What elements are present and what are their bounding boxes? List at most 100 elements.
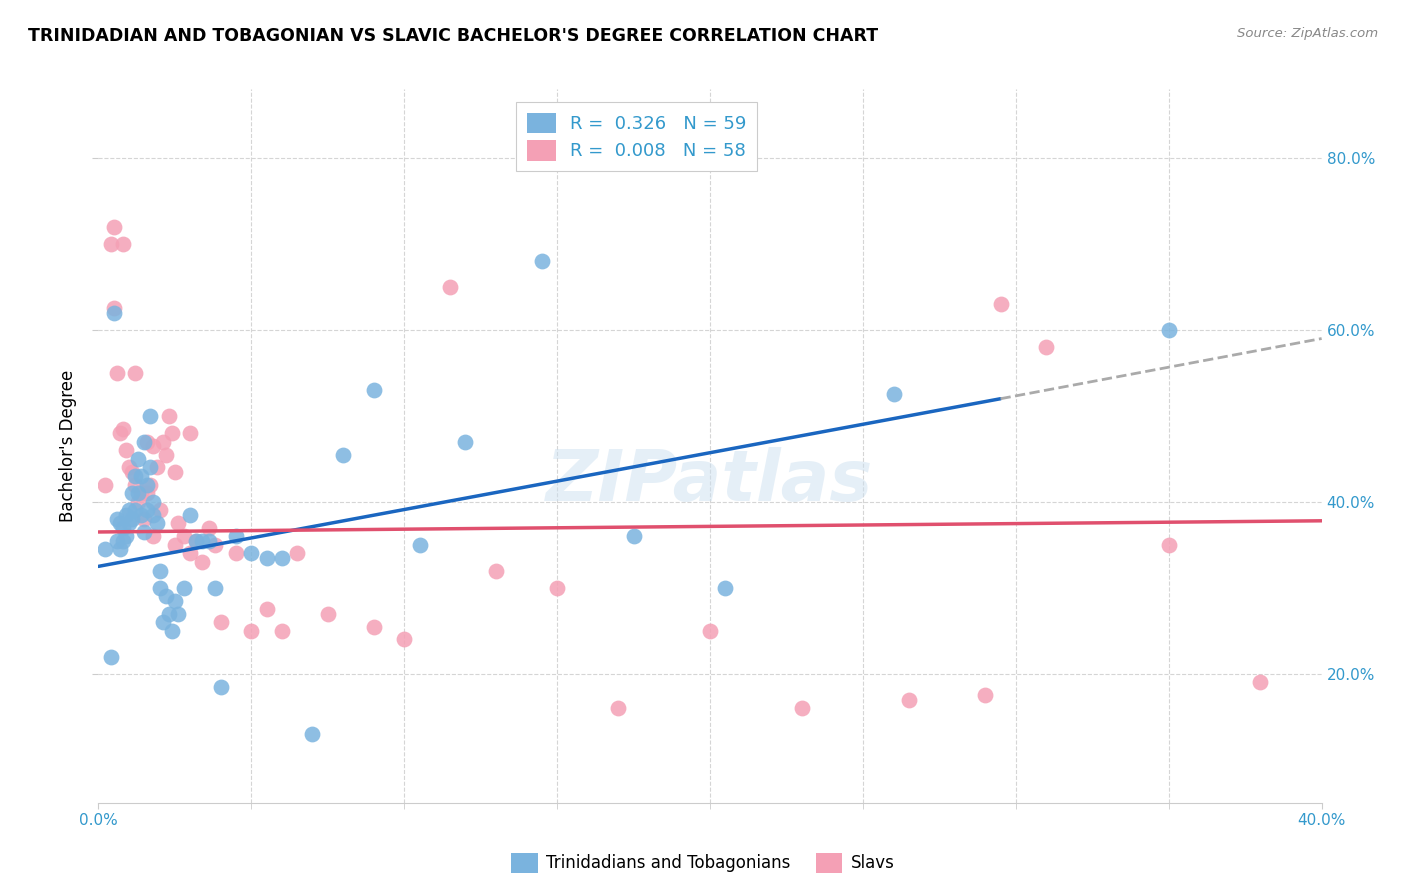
Point bbox=[105, 533, 128, 548]
Point bbox=[285, 546, 308, 560]
Point bbox=[186, 533, 208, 548]
Point bbox=[139, 409, 162, 423]
Point bbox=[136, 503, 159, 517]
Point bbox=[363, 383, 385, 397]
Point bbox=[1249, 675, 1271, 690]
Point bbox=[256, 550, 278, 565]
Point bbox=[454, 434, 477, 449]
Point bbox=[173, 581, 195, 595]
Point bbox=[167, 516, 190, 531]
Point bbox=[93, 477, 115, 491]
Point bbox=[129, 486, 152, 500]
Text: ZIPatlas: ZIPatlas bbox=[547, 447, 873, 516]
Point bbox=[191, 555, 214, 569]
Point bbox=[136, 477, 159, 491]
Point bbox=[163, 538, 186, 552]
Point bbox=[118, 460, 141, 475]
Point bbox=[256, 602, 278, 616]
Legend: R =  0.326   N = 59, R =  0.008   N = 58: R = 0.326 N = 59, R = 0.008 N = 58 bbox=[516, 102, 758, 171]
Legend: Trinidadians and Tobagonians, Slavs: Trinidadians and Tobagonians, Slavs bbox=[505, 847, 901, 880]
Point bbox=[145, 516, 167, 531]
Point bbox=[301, 727, 323, 741]
Point bbox=[103, 301, 125, 316]
Point bbox=[149, 564, 172, 578]
Point bbox=[118, 516, 141, 531]
Point bbox=[392, 632, 416, 647]
Point bbox=[115, 529, 138, 543]
Point bbox=[209, 615, 232, 630]
Point bbox=[163, 593, 186, 607]
Point bbox=[209, 680, 232, 694]
Point bbox=[897, 692, 920, 706]
Point bbox=[124, 366, 146, 380]
Point bbox=[129, 469, 152, 483]
Point bbox=[163, 465, 186, 479]
Point bbox=[111, 236, 134, 251]
Point bbox=[108, 542, 131, 557]
Point bbox=[149, 503, 172, 517]
Point bbox=[103, 306, 125, 320]
Point bbox=[139, 460, 162, 475]
Point bbox=[607, 701, 630, 715]
Point bbox=[225, 529, 247, 543]
Point bbox=[111, 422, 134, 436]
Point bbox=[124, 503, 146, 517]
Point bbox=[108, 426, 131, 441]
Point bbox=[270, 624, 292, 638]
Point bbox=[136, 486, 159, 500]
Point bbox=[179, 508, 201, 522]
Point bbox=[155, 590, 177, 604]
Point bbox=[197, 521, 219, 535]
Point bbox=[121, 465, 143, 479]
Point bbox=[152, 434, 174, 449]
Point bbox=[127, 486, 149, 500]
Point bbox=[136, 434, 159, 449]
Point bbox=[1157, 538, 1180, 552]
Point bbox=[167, 607, 190, 621]
Point bbox=[990, 297, 1012, 311]
Point bbox=[115, 443, 138, 458]
Point bbox=[142, 529, 165, 543]
Text: TRINIDADIAN AND TOBAGONIAN VS SLAVIC BACHELOR'S DEGREE CORRELATION CHART: TRINIDADIAN AND TOBAGONIAN VS SLAVIC BAC… bbox=[28, 27, 879, 45]
Point bbox=[115, 508, 138, 522]
Point bbox=[108, 516, 131, 531]
Point bbox=[111, 533, 134, 548]
Point bbox=[197, 533, 219, 548]
Point bbox=[160, 426, 183, 441]
Point bbox=[111, 521, 134, 535]
Point bbox=[439, 280, 461, 294]
Point bbox=[240, 624, 263, 638]
Point bbox=[142, 495, 165, 509]
Point bbox=[134, 524, 156, 539]
Point bbox=[204, 581, 226, 595]
Point bbox=[134, 512, 156, 526]
Point bbox=[270, 550, 292, 565]
Point bbox=[129, 508, 152, 522]
Point bbox=[160, 624, 183, 638]
Point bbox=[139, 477, 162, 491]
Point bbox=[121, 486, 143, 500]
Point bbox=[790, 701, 813, 715]
Point bbox=[149, 581, 172, 595]
Point bbox=[530, 254, 553, 268]
Point bbox=[155, 448, 177, 462]
Point bbox=[118, 503, 141, 517]
Point bbox=[157, 607, 180, 621]
Point bbox=[179, 546, 201, 560]
Point bbox=[157, 409, 180, 423]
Point bbox=[883, 387, 905, 401]
Point bbox=[332, 448, 354, 462]
Point bbox=[103, 219, 125, 234]
Point bbox=[191, 533, 214, 548]
Point bbox=[546, 581, 568, 595]
Point bbox=[105, 512, 128, 526]
Point bbox=[127, 451, 149, 466]
Text: Source: ZipAtlas.com: Source: ZipAtlas.com bbox=[1237, 27, 1378, 40]
Point bbox=[93, 542, 115, 557]
Point bbox=[134, 434, 156, 449]
Y-axis label: Bachelor's Degree: Bachelor's Degree bbox=[59, 370, 77, 522]
Point bbox=[179, 426, 201, 441]
Point bbox=[142, 508, 165, 522]
Point bbox=[121, 512, 143, 526]
Point bbox=[974, 689, 997, 703]
